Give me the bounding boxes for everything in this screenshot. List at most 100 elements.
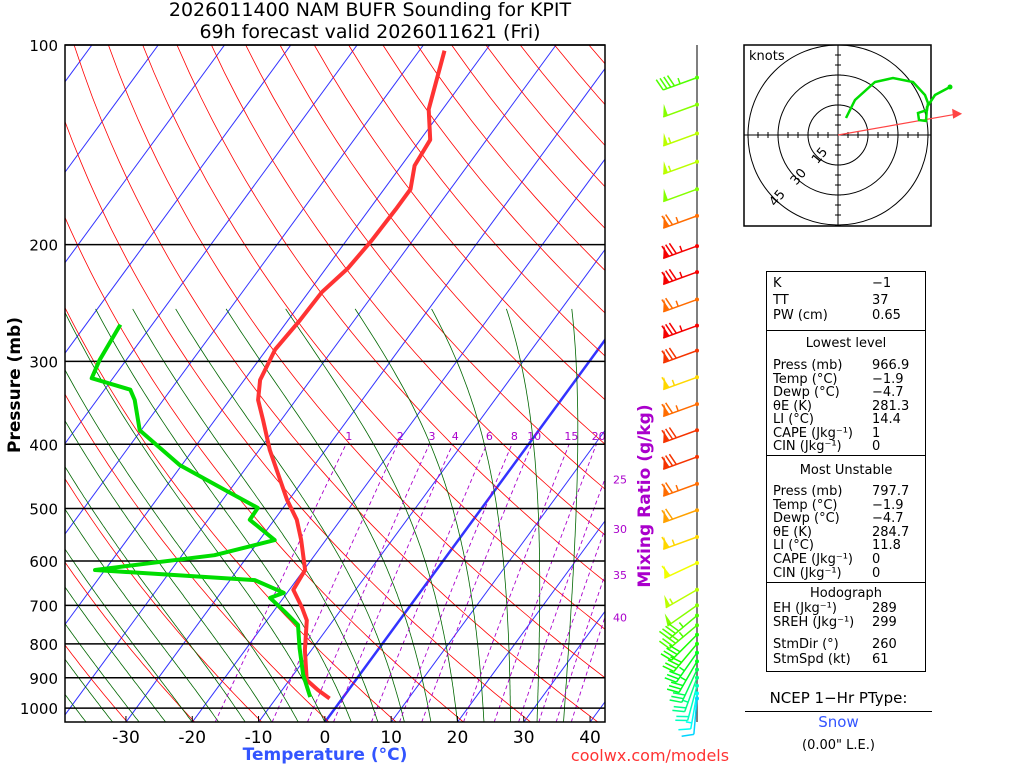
mixing-ratio-label: 6	[486, 430, 493, 443]
barb-half	[679, 325, 683, 332]
barb-full	[661, 245, 670, 257]
barb-full	[661, 403, 670, 415]
barb-full	[669, 699, 682, 704]
barb-dot	[695, 375, 699, 380]
most-unstable-title: Most Unstable	[799, 463, 893, 478]
barb-full	[660, 653, 672, 661]
source-credit[interactable]: coolwx.com/models	[571, 746, 729, 765]
isotherm	[65, 45, 292, 354]
lowest-label: Press (mb)	[773, 358, 843, 373]
dry-adiabat	[451, 45, 605, 229]
wind-barb	[661, 347, 699, 364]
barb-dot	[695, 428, 699, 433]
lowest-value: −1.9	[872, 372, 904, 387]
freezing-isotherm	[323, 337, 605, 722]
barb-full	[681, 733, 694, 738]
barb-dot	[695, 650, 699, 655]
ptype-value: Snow	[818, 713, 859, 731]
barb-full	[661, 350, 670, 362]
barb-dot	[695, 270, 699, 275]
barb-full	[665, 323, 674, 335]
barb-full	[668, 242, 677, 255]
barb-half	[685, 721, 692, 724]
mixing-ratio-label: 8	[511, 430, 518, 443]
dry-adiabat	[279, 45, 605, 445]
mixing-ratio-line	[370, 444, 488, 722]
dry-adiabat	[348, 45, 605, 357]
moist-adiabat	[95, 308, 352, 722]
barb-full	[665, 635, 676, 644]
barb-staff	[675, 652, 698, 683]
wind-barb	[661, 402, 699, 418]
barb-flag	[663, 132, 668, 146]
pressure-tick-label: 700	[29, 597, 58, 615]
mixing-ratio-line	[463, 444, 570, 722]
barb-flag	[663, 103, 668, 117]
wind-barb	[664, 603, 699, 627]
lowest-value: 281.3	[872, 399, 910, 414]
indices-value: 0.65	[872, 308, 901, 323]
moist-adiabat	[285, 308, 458, 722]
barb-full	[666, 673, 679, 680]
mixing-ratio-label: 25	[613, 473, 627, 486]
unstable-label: θE (K)	[773, 525, 812, 540]
isotherm	[390, 429, 605, 722]
indices-value: −1	[872, 276, 892, 291]
barb-dot	[695, 587, 699, 592]
barb-full	[658, 640, 670, 650]
dry-adiabat	[176, 45, 605, 583]
isotherm	[65, 45, 557, 716]
barb-dot	[695, 683, 699, 688]
barb-full	[669, 644, 681, 653]
barb-full	[661, 299, 670, 311]
barb-full	[661, 483, 670, 495]
barb-dot	[695, 348, 699, 353]
isotherm	[65, 45, 424, 535]
dry-adiabat	[313, 45, 605, 401]
barb-full	[661, 376, 670, 388]
barb-full	[669, 670, 682, 677]
barb-half	[677, 77, 681, 85]
barb-dot	[695, 402, 699, 407]
dewpoint-profile	[89, 323, 313, 698]
unstable-label: Dewp (°C)	[773, 511, 840, 526]
hodo-label: SREH (Jkg⁻¹)	[773, 615, 855, 630]
moist-adiabat	[65, 548, 193, 722]
dry-adiabat	[142, 45, 605, 630]
barb-full	[668, 453, 677, 465]
axes: 1 2 3 4 6 8 10 15 202530354010020030040050060070…	[20, 37, 627, 748]
wind-barb	[672, 675, 699, 713]
barb-full	[661, 429, 670, 441]
wind-barb	[662, 102, 699, 118]
pressure-tick-label: 800	[29, 636, 58, 654]
barb-full	[661, 325, 670, 337]
dry-adiabat	[65, 644, 128, 722]
mixing-ratio-line	[555, 573, 605, 722]
barb-dot	[695, 75, 699, 80]
barb-half	[667, 137, 672, 144]
wind-barb	[655, 75, 699, 91]
ptype-underline	[745, 711, 932, 712]
temperature-tick-label: 40	[579, 728, 601, 748]
wind-barb	[661, 242, 699, 260]
mixing-ratio-line	[538, 527, 605, 722]
wind-barb	[661, 427, 699, 444]
pressure-tick-label: 300	[29, 353, 58, 371]
moist-adiabat	[65, 622, 140, 722]
storm-motion-arrowhead	[952, 108, 963, 119]
barb-full	[664, 677, 677, 683]
hodo-value: 61	[872, 652, 889, 667]
barb-dot	[695, 323, 699, 328]
barb-full	[668, 623, 680, 632]
mixing-ratio-axis-label: Mixing Ratio (g/kg)	[635, 404, 655, 587]
wind-barb	[669, 667, 699, 704]
indices-label: K	[773, 276, 782, 291]
hodo-value: 299	[872, 615, 897, 630]
moist-adiabat	[65, 465, 246, 722]
indices-value: 37	[872, 293, 889, 308]
isotherm	[258, 248, 605, 722]
moist-adiabat	[132, 308, 379, 722]
barb-dot	[695, 244, 699, 249]
temperature-profile	[256, 50, 447, 701]
barb-half	[678, 631, 684, 638]
